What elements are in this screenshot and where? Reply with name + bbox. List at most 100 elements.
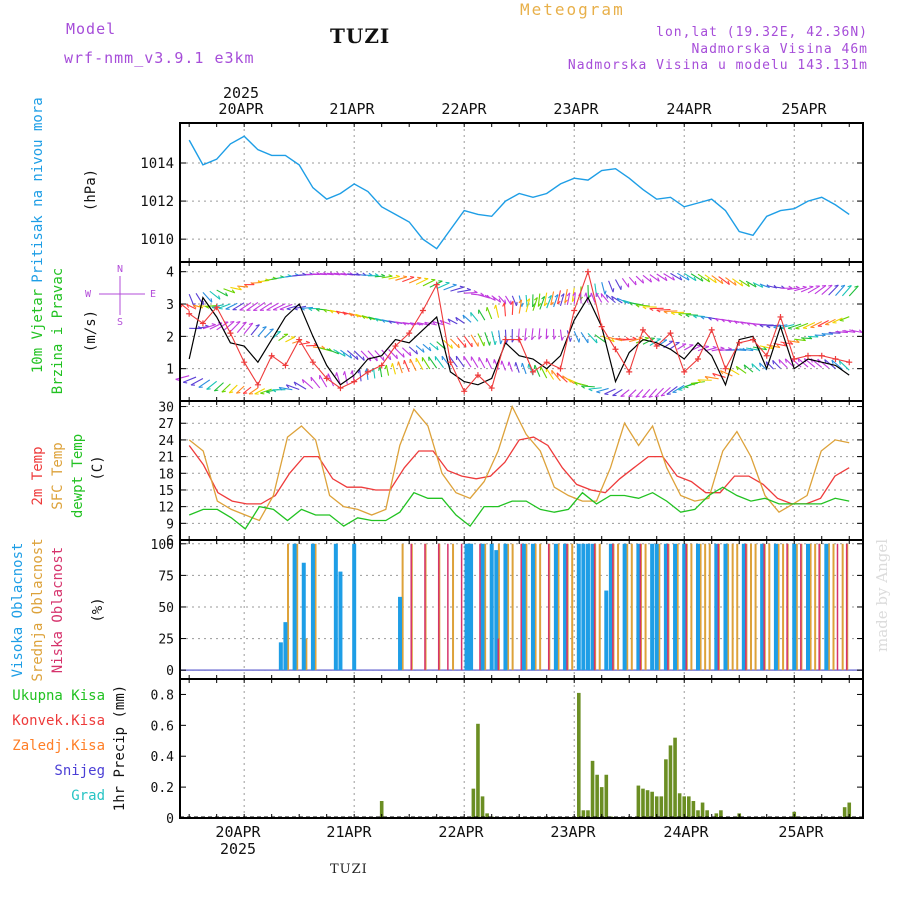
wind-arrow-head [795,285,800,289]
y-tick-label: 4 [166,266,174,281]
wind-arrow-head [642,395,647,398]
wind-arrow-head [507,361,510,366]
wind-arrow-head [685,314,690,318]
precip-bar [682,796,687,818]
wind-arrow-head [795,327,800,330]
wind-arrow [817,358,829,369]
wind-arrow [266,302,279,311]
wind-arrow [340,272,354,276]
cloud-bar [773,543,778,671]
wind-arrow [546,295,553,309]
wind-arrow-head [186,303,190,308]
wind-arrow-head [551,370,553,375]
wind-arrow-head [462,314,465,319]
wind-arrow [372,368,376,379]
wind-arrow-head [204,324,210,328]
precip-bar [687,796,691,818]
gust-marker [323,375,330,382]
wind-arrow [807,335,819,338]
wind-arrow [573,292,576,305]
cloud-bar [480,543,485,671]
precip-bar [590,760,595,818]
wind-arrow-head [795,339,800,343]
pressure-unit: (hPa) [83,169,99,211]
wind-arrow-head [301,379,305,384]
wind-arrow-head [450,344,453,349]
wind-arrow-head [374,318,379,322]
wind-arrow-head [231,289,236,294]
wind-arrow [835,284,846,296]
wind-arrow [672,384,685,393]
wind-arrow-head [390,363,393,368]
wind-arrow-head [238,286,242,291]
wind-arrow [462,314,472,323]
wind-arrow-head [567,378,572,383]
wind-arrow [259,302,272,311]
wind-arrow-head [248,322,253,326]
wind-arrow [801,337,812,340]
wind-arrow [503,302,507,317]
wind-arrow [605,294,616,304]
compass-east: E [150,289,156,300]
wind-arrow [336,310,348,315]
gust-marker [736,339,743,346]
wind-arrow-head [839,319,844,322]
wind-arrow [344,371,348,384]
gust-marker [791,355,798,362]
wind-arrow [534,364,541,377]
wind-arrow-head [727,319,732,324]
wind-arrow [787,287,800,291]
wind-arrow [802,322,816,329]
wind-arrow-head [735,366,739,371]
gust-marker [626,368,633,375]
wind-arrow [434,356,445,368]
cloud-label-mid: Srednja Oblacnost [30,538,46,681]
wind-arrow-head [431,321,436,325]
wind-arrow [800,286,814,293]
wind-arrow-head [693,276,697,281]
wind-arrow [463,355,472,368]
wind-arrow-head [493,359,495,364]
wind-arrow-head [641,279,645,284]
wind-arrow [690,273,704,282]
gust-marker [309,359,316,366]
cloud-unit: (%) [90,597,106,622]
wind-arrow [752,282,764,288]
wind-arrow-head [611,338,615,343]
precip-unit: 1hr Precip (mm) [112,685,128,811]
wind-arrow-head [664,276,668,281]
cloud-bar [673,543,678,671]
wind-arrow [821,284,833,295]
gust-marker [488,385,495,392]
top-day-22apr: 22APR [441,100,487,118]
wind-arrow-head [382,356,385,361]
wind-arrow [326,272,341,276]
precip-bar [659,796,664,818]
cloud-bar [503,543,508,671]
cloud-bar [301,562,306,671]
precip-label-convective: Konvek.Kisa [12,713,105,729]
cloud-bar [576,543,581,671]
y-tick-label: 12 [158,501,174,516]
wind-arrow [455,355,465,368]
wind-arrow-head [205,305,210,309]
wind-arrow [491,295,501,303]
wind-arrow [272,303,286,311]
wind-arrow [550,291,555,306]
wind-arrow-head [686,276,690,281]
y-tick-label: 75 [158,569,174,584]
cloud-bar [741,543,746,671]
wind-arrow [395,276,408,281]
cloud-bar [489,543,494,671]
wind-arrow-head [533,364,536,370]
wind-arrow-head [596,391,601,394]
wind-arrow-head [657,277,660,282]
wind-arrow-head [581,385,585,389]
cloud-bar [695,543,700,671]
cloud-bar [547,543,550,671]
wind-arrow-head [255,324,260,327]
wind-arrow [704,376,719,380]
wind-arrow-head [548,295,552,299]
gust-marker [832,355,839,362]
wind-arrow [367,350,378,362]
